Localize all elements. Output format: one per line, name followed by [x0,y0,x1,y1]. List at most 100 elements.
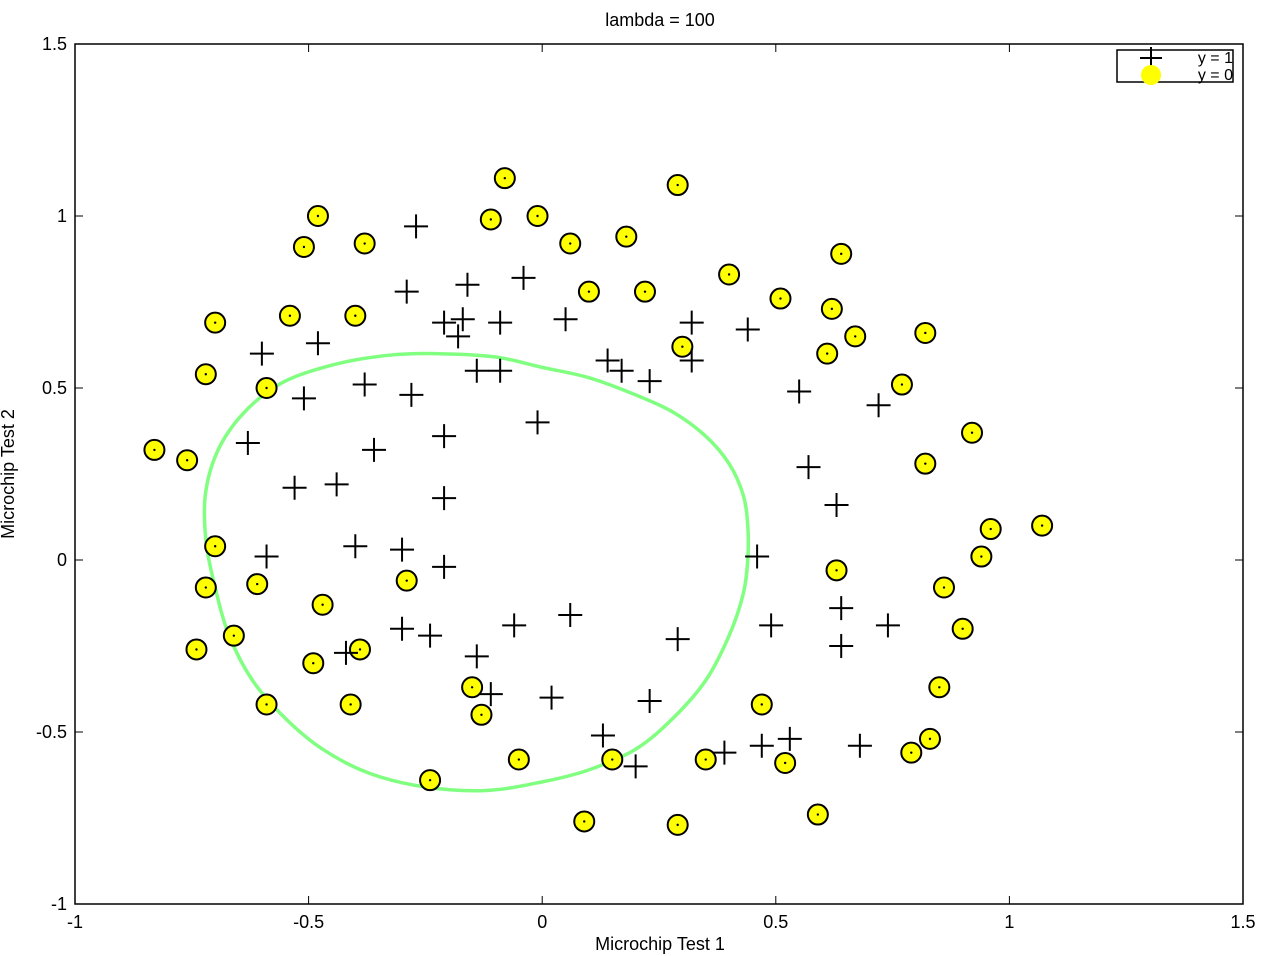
positive-point [679,310,704,335]
negative-point [395,569,418,592]
plot-frame [74,43,1244,905]
x-axis-label: Microchip Test 1 [595,934,725,954]
y-tick-label: -1 [51,894,67,914]
decision-boundary-layer [202,351,751,793]
positive-point [450,307,475,332]
positive-point [432,310,457,335]
positive-point [282,475,307,500]
negative-point [194,576,217,599]
y-tick-label: 0 [57,550,67,570]
legend-entry-positive: y = 1 [1140,47,1233,69]
negative-point [278,304,301,327]
negative-point [951,617,974,640]
positive-point [525,410,550,435]
negative-point [470,703,493,726]
positive-point [609,358,634,383]
negative-point [204,535,227,558]
negative-point [671,335,694,358]
x-tick-label: 1.5 [1230,912,1255,932]
negative-point [255,693,278,716]
positive-point [464,644,489,669]
negative-point [143,438,166,461]
y-tick-label: 0.5 [42,378,67,398]
positive-point [502,613,527,638]
positive-point [847,733,872,758]
positive-point [623,754,648,779]
negative-point [914,452,937,475]
negative-point [615,225,638,248]
positive-point [352,372,377,397]
positive-point [291,386,316,411]
positive-point [399,382,424,407]
positive-point [390,616,415,641]
negative-point [806,803,829,826]
positive-point [759,613,784,638]
negative-point [633,280,656,303]
negative-point [914,321,937,344]
positive-point [432,486,457,511]
positive-point [235,431,260,456]
x-tick-label: 1 [1004,912,1014,932]
legend-circle-marker [1141,65,1161,85]
negative-point [419,769,442,792]
x-tick-label: -1 [67,912,83,932]
positive-point [305,331,330,356]
positive-point [464,358,489,383]
negative-point [844,325,867,348]
negative-point [461,676,484,699]
positive-point [829,634,854,658]
positive-point [488,358,513,383]
positive-point [777,726,802,751]
positive-point [539,685,564,710]
positive-point [829,596,854,621]
positive-point [875,613,900,638]
negative-point [932,576,955,599]
positive-point [333,640,358,665]
negative-point [979,518,1002,541]
positive-point [432,424,457,449]
x-tick-label: 0 [537,912,547,932]
chart-title: lambda = 100 [605,10,715,30]
negative-point [961,421,984,444]
x-tick-label: 0.5 [763,912,788,932]
negative-point [222,624,245,647]
negative-point [204,311,227,334]
positive-point [796,455,821,480]
negative-point [573,810,596,833]
negative-point [970,545,993,568]
positive-point [249,341,274,366]
negative-point [666,174,689,197]
negative-point [769,287,792,310]
negative-point [302,652,325,675]
negative-point [526,205,549,227]
legend-label-negative: y = 0 [1198,67,1233,84]
positive-point [362,437,387,462]
negative-point [666,813,689,836]
negative-point [750,693,773,716]
positive-point [745,544,770,569]
positive-point [637,689,662,714]
negative-point [900,741,923,764]
negative-point [718,263,741,286]
negative-point [255,377,278,399]
decision-boundary-line [202,351,751,793]
negative-point [928,676,951,699]
negative-point [339,693,362,716]
negative-point [311,593,334,616]
positive-point [418,623,443,648]
negative-point [344,304,367,327]
negative-point [185,638,208,661]
positive-point [595,348,620,373]
negative-point [292,235,315,258]
negative-point [601,748,624,771]
positive-point [558,603,583,628]
positive-point [665,627,690,652]
positive-point [511,265,536,290]
negative-point [353,232,376,255]
y-tick-label: 1 [57,206,67,226]
y-tick-label: 1.5 [42,34,67,54]
negative-point [306,205,329,227]
negative-point [774,751,797,774]
positive-point [637,369,662,394]
